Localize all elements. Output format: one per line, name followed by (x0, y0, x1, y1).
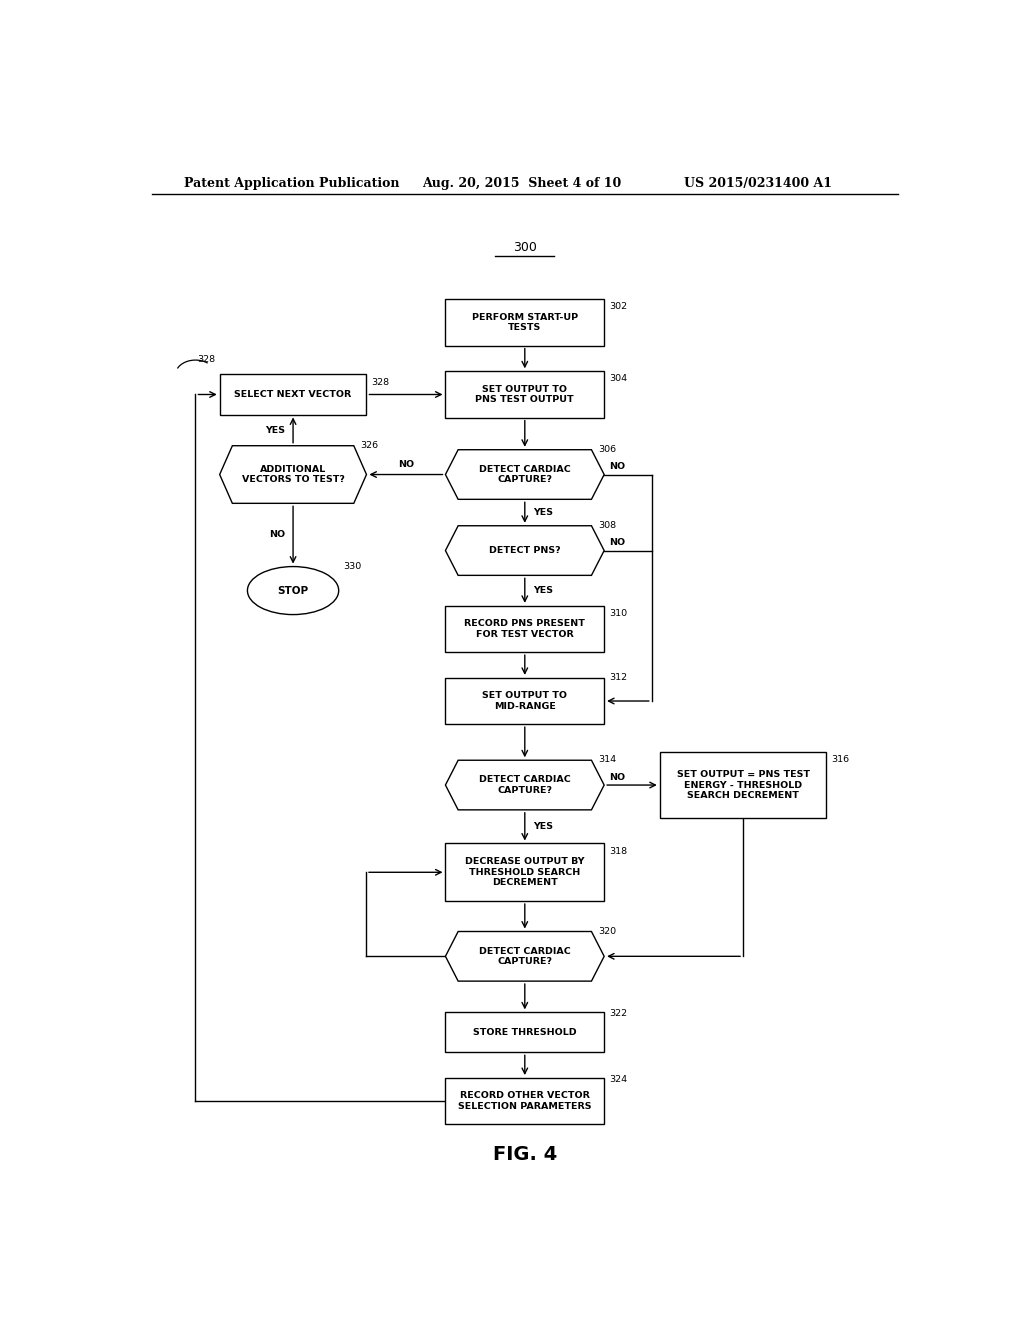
Text: 328: 328 (198, 355, 216, 364)
Text: YES: YES (532, 508, 553, 517)
Polygon shape (445, 760, 604, 810)
Polygon shape (445, 450, 604, 499)
Text: NO: NO (609, 772, 625, 781)
Text: 300: 300 (513, 242, 537, 255)
Text: 302: 302 (609, 302, 627, 312)
Text: DETECT PNS?: DETECT PNS? (489, 546, 560, 554)
Text: YES: YES (532, 822, 553, 832)
Text: 304: 304 (609, 375, 627, 384)
Text: 318: 318 (609, 846, 627, 855)
Text: 314: 314 (598, 755, 616, 764)
Text: STOP: STOP (278, 586, 308, 595)
Text: 316: 316 (831, 755, 849, 764)
Text: DETECT CARDIAC
CAPTURE?: DETECT CARDIAC CAPTURE? (479, 946, 570, 966)
Text: STORE THRESHOLD: STORE THRESHOLD (473, 1028, 577, 1036)
Text: NO: NO (398, 461, 414, 470)
Text: DECREASE OUTPUT BY
THRESHOLD SEARCH
DECREMENT: DECREASE OUTPUT BY THRESHOLD SEARCH DECR… (465, 858, 585, 887)
FancyBboxPatch shape (445, 1012, 604, 1052)
Text: ADDITIONAL
VECTORS TO TEST?: ADDITIONAL VECTORS TO TEST? (242, 465, 344, 484)
Text: 328: 328 (372, 378, 389, 387)
Text: 310: 310 (609, 609, 627, 618)
FancyBboxPatch shape (445, 1078, 604, 1125)
Text: FIG. 4: FIG. 4 (493, 1146, 557, 1164)
Text: 326: 326 (360, 441, 378, 450)
Polygon shape (445, 932, 604, 981)
Text: SELECT NEXT VECTOR: SELECT NEXT VECTOR (234, 389, 351, 399)
Text: YES: YES (532, 586, 553, 595)
FancyBboxPatch shape (220, 375, 367, 414)
FancyBboxPatch shape (445, 606, 604, 652)
Text: RECORD PNS PRESENT
FOR TEST VECTOR: RECORD PNS PRESENT FOR TEST VECTOR (464, 619, 586, 639)
Text: 308: 308 (598, 521, 616, 529)
Text: Aug. 20, 2015  Sheet 4 of 10: Aug. 20, 2015 Sheet 4 of 10 (422, 177, 621, 190)
Text: Patent Application Publication: Patent Application Publication (183, 177, 399, 190)
Text: NO: NO (609, 462, 625, 471)
Text: US 2015/0231400 A1: US 2015/0231400 A1 (684, 177, 831, 190)
Polygon shape (445, 525, 604, 576)
FancyBboxPatch shape (445, 300, 604, 346)
Text: SET OUTPUT TO
MID-RANGE: SET OUTPUT TO MID-RANGE (482, 692, 567, 710)
FancyBboxPatch shape (445, 371, 604, 417)
Text: 320: 320 (598, 927, 616, 936)
Text: PERFORM START-UP
TESTS: PERFORM START-UP TESTS (472, 313, 578, 333)
Text: NO: NO (609, 539, 625, 546)
Text: DETECT CARDIAC
CAPTURE?: DETECT CARDIAC CAPTURE? (479, 465, 570, 484)
Text: 322: 322 (609, 1008, 627, 1018)
Text: YES: YES (265, 425, 285, 434)
Text: SET OUTPUT TO
PNS TEST OUTPUT: SET OUTPUT TO PNS TEST OUTPUT (475, 385, 574, 404)
Text: 324: 324 (609, 1074, 627, 1084)
Text: 306: 306 (598, 445, 616, 454)
FancyBboxPatch shape (659, 752, 826, 818)
Text: 330: 330 (343, 562, 361, 570)
FancyBboxPatch shape (445, 677, 604, 725)
FancyBboxPatch shape (445, 843, 604, 902)
Text: DETECT CARDIAC
CAPTURE?: DETECT CARDIAC CAPTURE? (479, 775, 570, 795)
Text: SET OUTPUT = PNS TEST
ENERGY - THRESHOLD
SEARCH DECREMENT: SET OUTPUT = PNS TEST ENERGY - THRESHOLD… (677, 770, 810, 800)
Polygon shape (220, 446, 367, 503)
Text: NO: NO (269, 531, 285, 540)
Text: RECORD OTHER VECTOR
SELECTION PARAMETERS: RECORD OTHER VECTOR SELECTION PARAMETERS (458, 1092, 592, 1111)
Ellipse shape (248, 566, 339, 615)
Text: 312: 312 (609, 673, 627, 682)
